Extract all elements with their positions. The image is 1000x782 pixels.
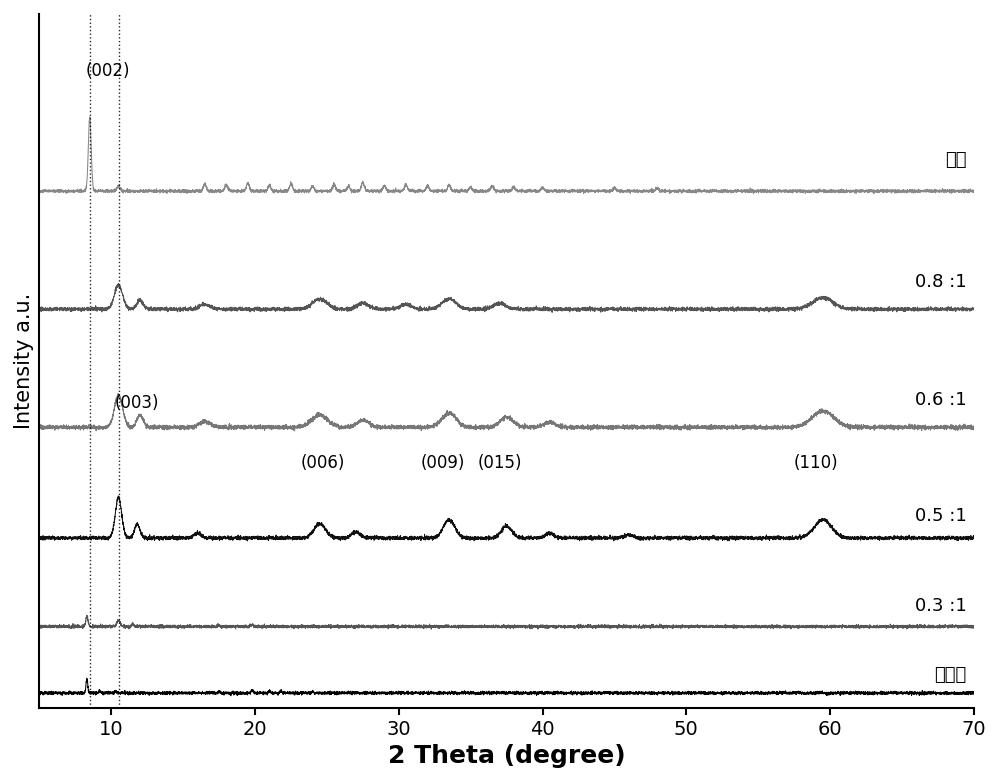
Text: 全水: 全水: [945, 151, 967, 169]
X-axis label: 2 Theta (degree): 2 Theta (degree): [388, 744, 625, 768]
Text: 0.8 :1: 0.8 :1: [915, 273, 967, 291]
Text: 0.3 :1: 0.3 :1: [915, 597, 967, 615]
Text: (003): (003): [114, 394, 159, 412]
Text: 全乙醇: 全乙醇: [934, 666, 967, 684]
Text: 0.5 :1: 0.5 :1: [915, 507, 967, 525]
Text: (015): (015): [478, 454, 522, 472]
Text: (006): (006): [301, 454, 345, 472]
Text: (110): (110): [794, 454, 839, 472]
Text: (009): (009): [420, 454, 465, 472]
Y-axis label: Intensity a.u.: Intensity a.u.: [14, 292, 34, 429]
Text: (002): (002): [85, 63, 130, 81]
Text: 0.6 :1: 0.6 :1: [915, 391, 967, 409]
